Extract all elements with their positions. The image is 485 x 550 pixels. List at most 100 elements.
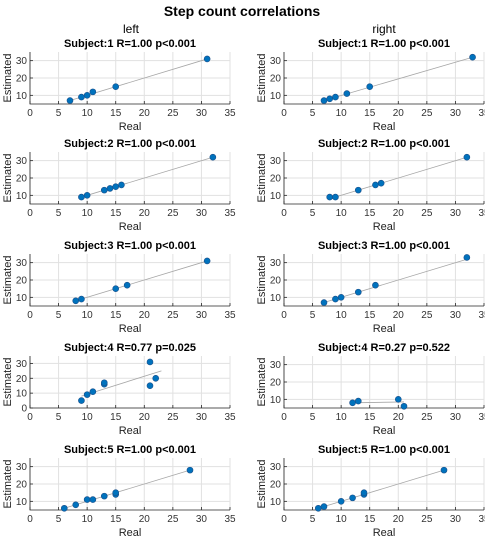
x-tick-label: 0: [281, 208, 287, 219]
x-tick-label: 20: [139, 108, 151, 119]
x-tick-label: 0: [27, 310, 33, 321]
x-tick-label: 20: [393, 108, 405, 119]
x-axis-label: Real: [119, 323, 142, 335]
data-point: [354, 397, 362, 405]
data-point: [89, 388, 97, 395]
data-point: [337, 498, 345, 505]
scatter-panel-3: Subject:2 R=1.00 p<0.001 0 5 10 15 20 25 30 35 10…: [2, 138, 236, 233]
x-tick-label: 5: [56, 514, 62, 525]
x-tick-label: 30: [196, 412, 208, 423]
data-point: [332, 193, 339, 201]
x-tick-label: 30: [196, 310, 208, 321]
x-tick-label: 5: [56, 310, 62, 321]
x-axis-label: Real: [119, 121, 142, 133]
panel-title: Subject:3 R=1.00 p<0.001: [64, 240, 196, 252]
x-tick-label: 10: [336, 108, 348, 119]
data-point: [463, 254, 471, 261]
x-tick-label: 15: [364, 208, 376, 219]
y-tick-label: 20: [270, 378, 282, 389]
panel-title: Subject:2 R=1.00 p<0.001: [318, 138, 450, 150]
data-point: [78, 397, 85, 404]
x-tick-label: 10: [336, 208, 348, 219]
data-point: [354, 288, 362, 296]
fit-line: [69, 58, 208, 101]
data-point: [78, 93, 85, 101]
data-point: [394, 396, 402, 403]
y-tick-label: 20: [270, 74, 282, 85]
x-tick-label: 25: [167, 514, 179, 525]
x-tick-label: 25: [421, 208, 433, 219]
data-point: [78, 295, 85, 303]
panel-title: Subject:2 R=1.00 p<0.001: [64, 138, 196, 150]
x-tick-label: 0: [27, 514, 33, 525]
data-point: [106, 185, 114, 192]
y-axis-label: Estimated: [2, 256, 14, 305]
data-point: [372, 281, 379, 289]
x-tick-label: 10: [336, 310, 348, 321]
x-tick-label: 20: [393, 310, 405, 321]
data-point: [377, 179, 385, 187]
x-tick-label: 35: [224, 208, 236, 219]
data-point: [343, 90, 351, 97]
x-tick-label: 5: [310, 310, 316, 321]
x-tick-label: 0: [27, 412, 33, 423]
x-tick-label: 30: [196, 108, 208, 119]
x-tick-label: 35: [224, 514, 236, 525]
x-tick-label: 30: [450, 412, 462, 423]
y-tick-label: 30: [270, 156, 282, 167]
data-point: [320, 299, 328, 306]
x-tick-label: 5: [56, 108, 62, 119]
x-tick-label: 25: [421, 108, 433, 119]
data-point: [112, 183, 120, 190]
y-axis-label: Estimated: [256, 256, 268, 305]
data-point: [469, 53, 476, 61]
data-point: [349, 399, 356, 407]
y-tick-label: 20: [270, 276, 282, 287]
fit-line: [329, 156, 467, 200]
y-tick-label: 10: [16, 91, 28, 102]
scatter-panel-4: Subject:2 R=1.00 p<0.001 0 5 10 15 20 25 30 35 10…: [256, 138, 485, 233]
y-tick-label: 30: [16, 462, 28, 473]
data-point: [100, 186, 108, 194]
data-point: [112, 83, 120, 90]
x-tick-label: 5: [310, 108, 316, 119]
y-tick-label: 20: [16, 74, 28, 85]
y-tick-label: 10: [16, 389, 28, 400]
x-axis-label: Real: [373, 425, 396, 437]
x-tick-label: 0: [281, 514, 287, 525]
y-axis-label: Estimated: [2, 154, 14, 203]
x-tick-label: 20: [393, 412, 405, 423]
y-tick-label: 20: [16, 276, 28, 287]
x-tick-label: 35: [478, 108, 485, 119]
panel-title: Subject:5 R=1.00 p<0.001: [318, 444, 450, 456]
y-tick-label: 30: [270, 56, 282, 67]
x-tick-label: 5: [56, 412, 62, 423]
x-tick-label: 25: [421, 514, 433, 525]
x-tick-label: 25: [167, 310, 179, 321]
x-tick-label: 15: [110, 208, 122, 219]
x-tick-label: 30: [450, 514, 462, 525]
fit-line: [64, 469, 191, 509]
data-point: [66, 97, 74, 104]
x-tick-label: 20: [393, 514, 405, 525]
data-point: [326, 193, 334, 201]
data-point: [463, 153, 471, 161]
x-tick-label: 20: [393, 208, 405, 219]
x-tick-label: 25: [167, 412, 179, 423]
y-tick-label: 10: [270, 497, 282, 508]
x-tick-label: 25: [167, 108, 179, 119]
scatter-panel-10: Subject:5 R=1.00 p<0.001 0 5 10 15 20 25 30 35 10…: [256, 444, 485, 539]
y-axis-label: Estimated: [2, 54, 14, 103]
x-tick-label: 35: [478, 412, 485, 423]
data-point: [112, 489, 120, 496]
data-point: [186, 466, 194, 474]
x-tick-label: 15: [110, 108, 122, 119]
data-point: [203, 257, 211, 265]
x-tick-label: 10: [82, 208, 94, 219]
data-point: [400, 402, 408, 410]
y-tick-label: 10: [270, 191, 282, 202]
y-tick-label: 10: [16, 191, 28, 202]
data-point: [83, 496, 91, 503]
data-point: [372, 181, 379, 189]
x-tick-label: 35: [224, 108, 236, 119]
